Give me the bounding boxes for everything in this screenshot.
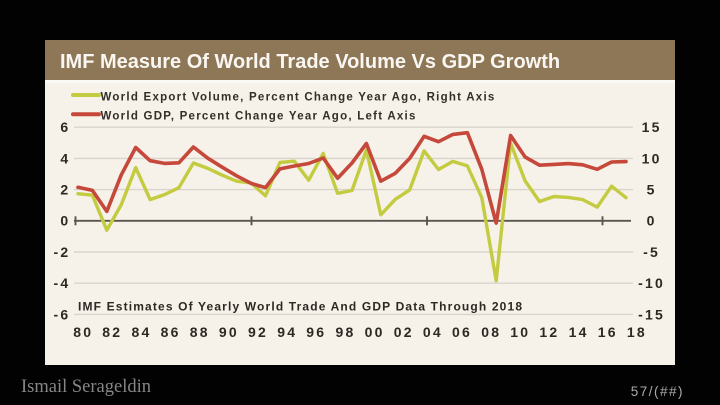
svg-text:-5: -5	[643, 244, 660, 260]
svg-text:-2: -2	[54, 244, 71, 260]
svg-text:World Export Volume, Percent C: World Export Volume, Percent Change Year…	[101, 92, 496, 104]
svg-text:08: 08	[481, 324, 501, 340]
svg-text:-10: -10	[638, 275, 665, 291]
svg-text:-6: -6	[54, 306, 71, 322]
svg-text:-4: -4	[54, 275, 71, 291]
svg-text:96: 96	[306, 324, 326, 340]
svg-text:04: 04	[423, 324, 443, 340]
svg-text:14: 14	[569, 324, 589, 340]
svg-text:80: 80	[73, 324, 93, 340]
svg-text:4: 4	[60, 150, 70, 166]
svg-text:10: 10	[642, 150, 662, 166]
svg-text:18: 18	[627, 324, 647, 340]
svg-text:2: 2	[60, 182, 70, 198]
svg-text:98: 98	[336, 324, 356, 340]
svg-text:5: 5	[647, 182, 657, 198]
svg-text:12: 12	[539, 324, 559, 340]
svg-text:15: 15	[642, 119, 662, 135]
svg-text:82: 82	[102, 324, 122, 340]
svg-text:88: 88	[190, 324, 210, 340]
svg-text:02: 02	[394, 324, 414, 340]
svg-text:World GDP, Percent Change Year: World GDP, Percent Change Year Ago, Left…	[101, 110, 417, 122]
svg-text:92: 92	[248, 324, 268, 340]
svg-text:16: 16	[598, 324, 618, 340]
svg-text:IMF Estimates Of Yearly World: IMF Estimates Of Yearly World Trade And …	[78, 300, 523, 314]
svg-text:84: 84	[132, 324, 152, 340]
svg-text:-15: -15	[638, 306, 665, 322]
svg-text:6: 6	[60, 119, 70, 135]
svg-text:00: 00	[365, 324, 385, 340]
svg-text:10: 10	[510, 324, 530, 340]
svg-text:90: 90	[219, 324, 239, 340]
svg-text:86: 86	[161, 324, 181, 340]
svg-text:94: 94	[277, 324, 297, 340]
svg-text:0: 0	[60, 213, 70, 229]
svg-text:06: 06	[452, 324, 472, 340]
svg-text:0: 0	[647, 213, 657, 229]
